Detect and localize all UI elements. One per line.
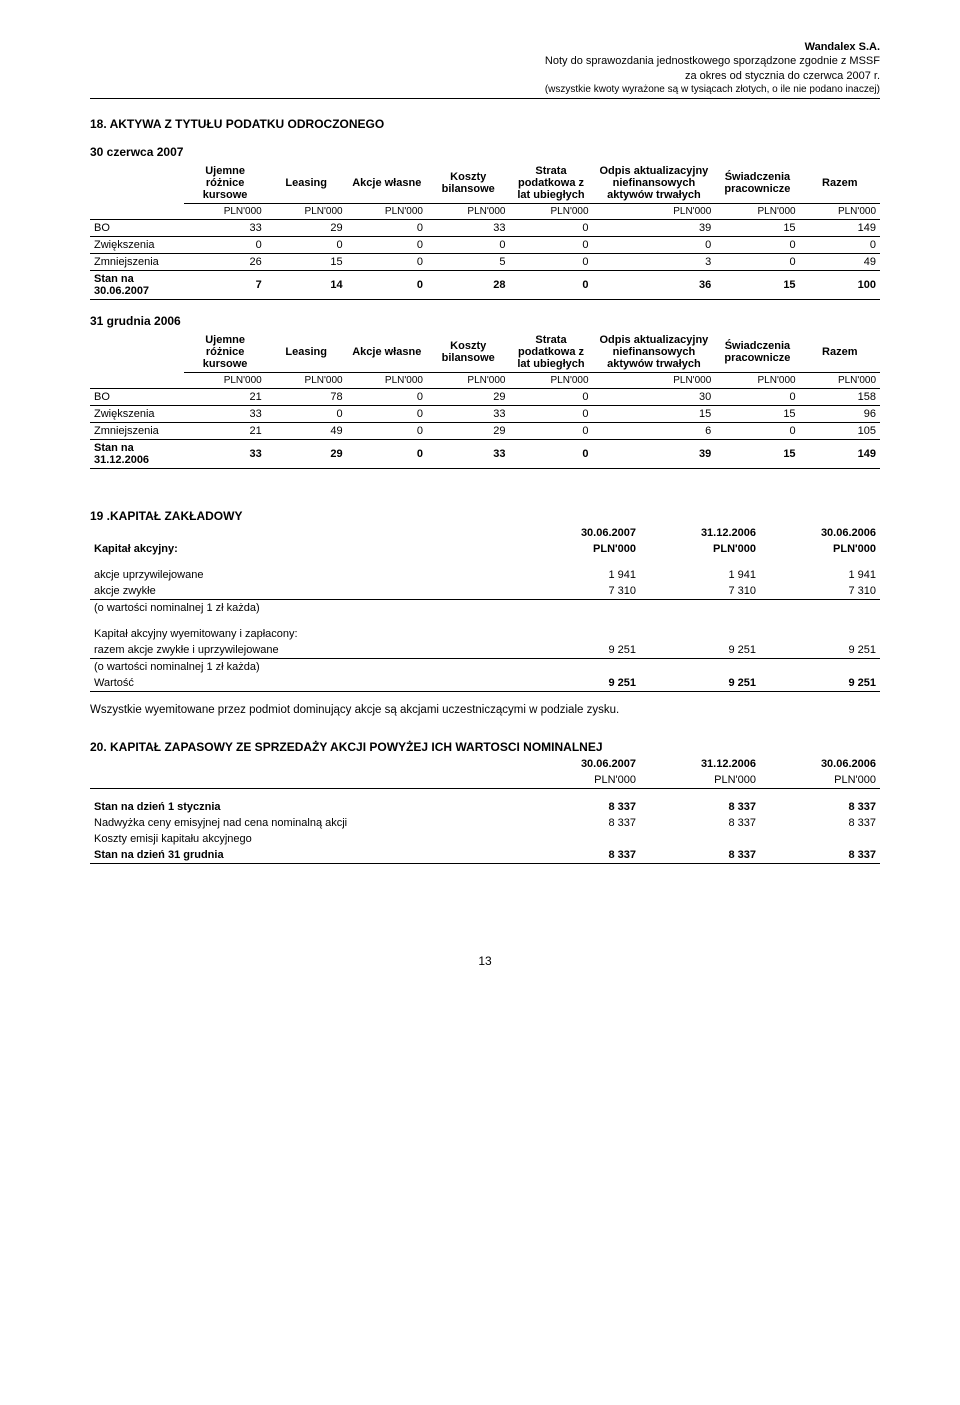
header-line-2: Noty do sprawozdania jednostkowego sporz… — [90, 54, 880, 68]
header-rule — [90, 98, 880, 99]
header-line-3: za okres od stycznia do czerwca 2007 r. — [90, 69, 880, 83]
table-20: 30.06.2007 31.12.2006 30.06.2006 PLN'000… — [90, 756, 880, 864]
page-header: Wandalex S.A. Noty do sprawozdania jedno… — [90, 40, 880, 99]
table-18a: Ujemne różnice kursowe Leasing Akcje wła… — [90, 163, 880, 300]
table-18a-header: Ujemne różnice kursowe Leasing Akcje wła… — [90, 163, 880, 204]
table-row: Zmniejszenia26150503049 — [90, 253, 880, 270]
table-18b-units: PLN'000 PLN'000 PLN'000 PLN'000 PLN'000 … — [90, 372, 880, 388]
section-19-title: 19 .KAPITAŁ ZAKŁADOWY — [90, 509, 880, 523]
table-row: Stan na dzień 31 grudnia8 3378 3378 337 — [90, 847, 880, 864]
table-row: Zmniejszenia2149029060105 — [90, 422, 880, 439]
page-number: 13 — [90, 954, 880, 968]
table-row: BO21780290300158 — [90, 388, 880, 405]
table-18b: Ujemne różnice kursowe Leasing Akcje wła… — [90, 332, 880, 469]
table-row: Stan na 31.12.2006332903303915149 — [90, 439, 880, 468]
table-row: BO332903303915149 — [90, 219, 880, 236]
table-18b-header: Ujemne różnice kursowe Leasing Akcje wła… — [90, 332, 880, 373]
table-row: Zwiększenia00000000 — [90, 236, 880, 253]
company-name: Wandalex S.A. — [90, 40, 880, 54]
table-row: Nadwyżka ceny emisyjnej nad cena nominal… — [90, 815, 880, 831]
table-row: Stan na dzień 1 stycznia8 3378 3378 337 — [90, 788, 880, 815]
table-19: 30.06.2007 31.12.2006 30.06.2006 Kapitał… — [90, 525, 880, 692]
table-row: Stan na 30.06.200771402803615100 — [90, 270, 880, 299]
table-row: Koszty emisji kapitału akcyjnego — [90, 831, 880, 847]
table-row: Zwiększenia3300330151596 — [90, 405, 880, 422]
section-19-paragraph: Wszystkie wyemitowane przez podmiot domi… — [90, 704, 880, 716]
section-18-period-a: 30 czerwca 2007 — [90, 145, 880, 159]
section-20-title: 20. KAPITAŁ ZAPASOWY ZE SPRZEDAŻY AKCJI … — [90, 740, 880, 754]
section-18-period-b: 31 grudnia 2006 — [90, 314, 880, 328]
header-line-4: (wszystkie kwoty wyrażone są w tysiącach… — [90, 83, 880, 96]
section-18-title: 18. AKTYWA Z TYTUŁU PODATKU ODROCZONEGO — [90, 117, 880, 131]
table-18a-units: PLN'000 PLN'000 PLN'000 PLN'000 PLN'000 … — [90, 203, 880, 219]
